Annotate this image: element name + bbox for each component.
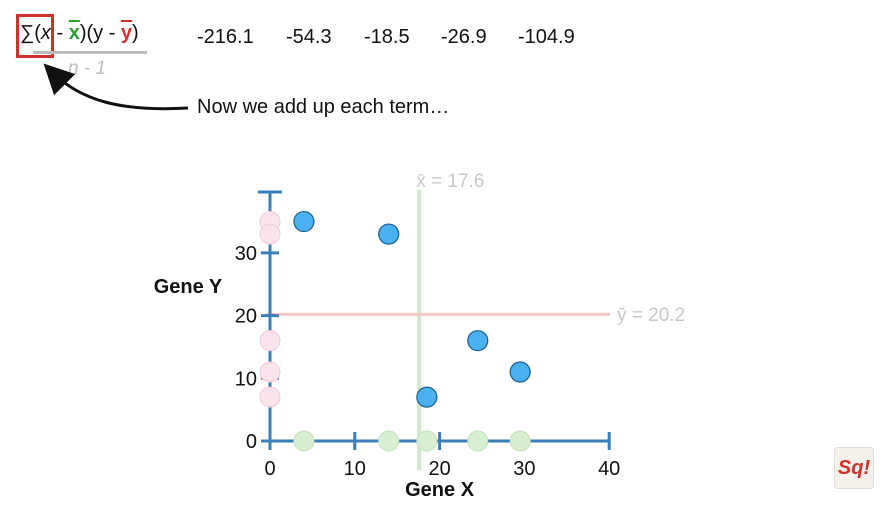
formula-xbar: x	[68, 22, 80, 44]
data-point	[293, 210, 315, 233]
y-tick-label: 10	[235, 368, 257, 390]
term-4: -26.9	[441, 26, 487, 48]
annotation-text: Now we add up each term…	[197, 96, 450, 118]
mean-y-label: ȳ = 20.2	[617, 305, 685, 326]
x-tick-label: 20	[428, 458, 450, 480]
x-projection-point	[467, 430, 489, 452]
x-projection-point	[416, 430, 438, 452]
x-projection-point	[378, 430, 400, 452]
y-projection-point	[259, 223, 281, 245]
formula-mid: )(y -	[79, 22, 121, 44]
term-2: -54.3	[286, 26, 332, 48]
x-tick-label: 10	[344, 458, 366, 480]
sigma-highlight-box	[16, 14, 54, 58]
x-tick-label: 30	[513, 458, 535, 480]
y-projection-point	[259, 330, 281, 352]
x-projection-point	[293, 430, 315, 452]
y-tick-label: 0	[246, 431, 257, 453]
mean-x-label: x̄ = 17.6	[416, 171, 484, 192]
formula-suffix: )	[132, 22, 139, 44]
x-tick-label: 40	[598, 458, 620, 480]
y-tick-label: 30	[235, 243, 257, 265]
formula-ybar: y	[120, 22, 133, 44]
y-projection-point	[259, 361, 281, 383]
formula-minus: -	[50, 22, 69, 44]
x-projection-point	[509, 430, 531, 452]
formula-x: x	[40, 22, 51, 44]
y-axis-label: Gene Y	[154, 276, 223, 298]
fraction-line	[33, 51, 147, 54]
x-axis-label: Gene X	[405, 479, 475, 501]
statquest-logo: Sq!	[834, 447, 874, 489]
y-projection-point	[259, 386, 281, 408]
term-1: -216.1	[197, 26, 254, 48]
formula-denominator: n - 1	[68, 58, 107, 79]
term-3: -18.5	[364, 26, 410, 48]
data-point	[509, 361, 531, 383]
formula-prefix: ∑(	[20, 22, 41, 44]
data-point	[467, 330, 489, 352]
data-point	[416, 386, 438, 408]
y-tick-label: 20	[235, 306, 257, 328]
data-point	[378, 223, 400, 245]
term-5: -104.9	[518, 26, 575, 48]
covariance-formula: ∑(x - x)(y - y)	[20, 22, 139, 45]
x-tick-label: 0	[264, 458, 275, 480]
annotation-arrow	[43, 63, 189, 111]
